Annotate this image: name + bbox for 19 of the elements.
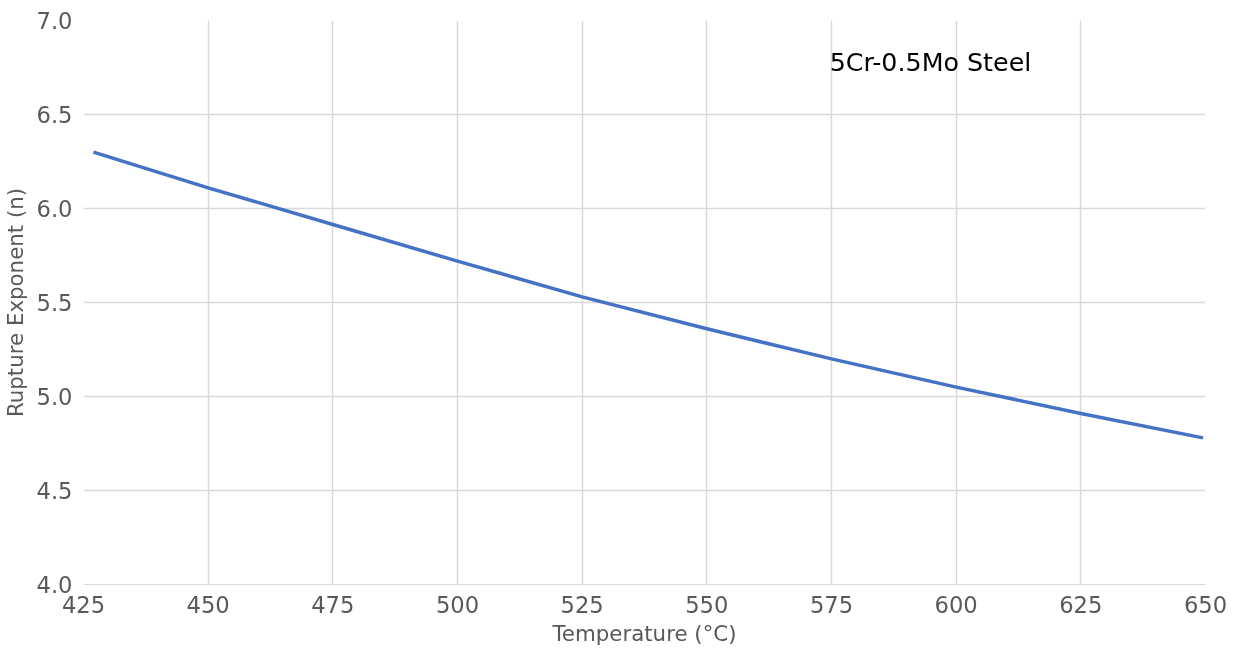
y-tick-label: 6.0: [36, 196, 73, 222]
y-tick-label: 7.0: [36, 8, 73, 34]
y-tick-label: 5.0: [36, 384, 73, 410]
x-tick-label: 475: [311, 591, 355, 618]
x-tick-label: 575: [809, 591, 854, 618]
x-tick-label: 650: [1183, 591, 1228, 618]
y-tick-label: 4.5: [36, 478, 73, 504]
x-tick-label: 500: [435, 591, 480, 618]
text: 5Cr-0.5Mo Steel: [829, 46, 1032, 77]
x-tick-label: 550: [685, 591, 729, 618]
y-axis-title: Rupture Exponent (n): [3, 187, 29, 418]
x-tick-label: 525: [560, 591, 604, 618]
y-tick-label: 5.5: [36, 290, 73, 316]
line-series: [91, 150, 1205, 440]
x-tick-label: 600: [934, 591, 978, 618]
x-axis-title: Temperature (°C): [551, 620, 737, 646]
x-tick-label: 625: [1059, 591, 1103, 618]
x-tick-label: 450: [186, 591, 230, 618]
y-tick-label: 6.5: [36, 102, 73, 128]
